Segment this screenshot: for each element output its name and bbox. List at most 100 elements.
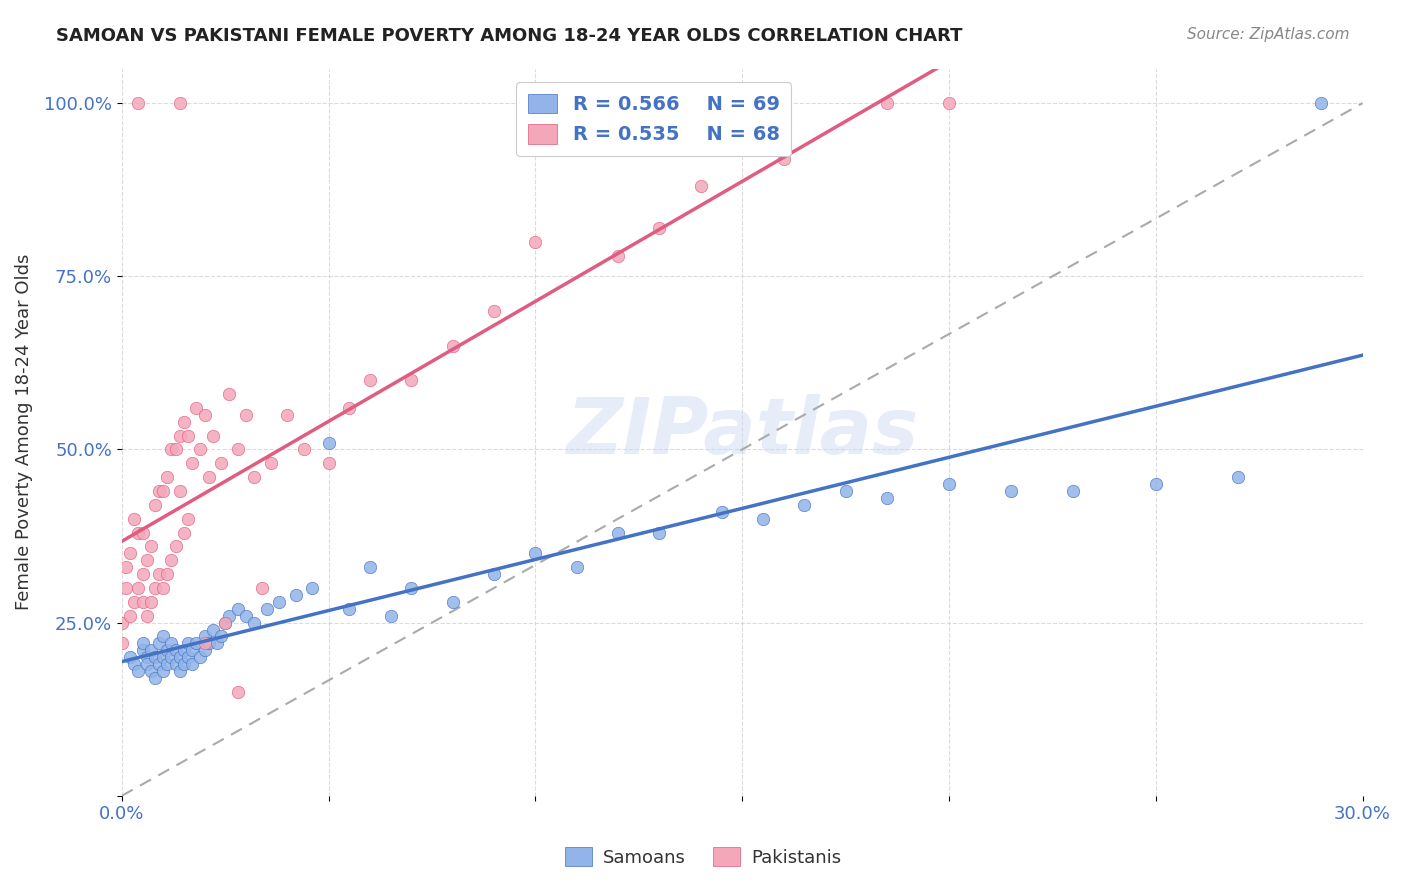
Point [252, 581, 274, 595]
Point [267, 595, 290, 609]
Point [186, 636, 208, 650]
Point [938, 96, 960, 111]
Point [139, 540, 162, 554]
Point [160, 553, 183, 567]
Point [143, 650, 166, 665]
Point [209, 456, 232, 470]
Point [648, 220, 671, 235]
Point [148, 483, 170, 498]
Point [876, 491, 898, 505]
Point [181, 456, 204, 470]
Point [190, 442, 212, 457]
Legend: R = 0.566    N = 69, R = 0.535    N = 68: R = 0.566 N = 69, R = 0.535 N = 68 [516, 82, 792, 156]
Point [165, 540, 187, 554]
Point [169, 96, 191, 111]
Point [177, 636, 200, 650]
Point [135, 608, 157, 623]
Point [148, 567, 170, 582]
Point [143, 581, 166, 595]
Text: ZIPatlas: ZIPatlas [567, 394, 918, 470]
Point [152, 581, 174, 595]
Point [218, 387, 240, 401]
Point [607, 248, 630, 262]
Point [131, 567, 153, 582]
Point [318, 456, 340, 470]
Point [1227, 470, 1250, 484]
Point [165, 643, 187, 657]
Point [201, 428, 224, 442]
Point [139, 643, 162, 657]
Text: Source: ZipAtlas.com: Source: ZipAtlas.com [1187, 27, 1350, 42]
Point [169, 483, 191, 498]
Point [380, 608, 402, 623]
Point [111, 615, 134, 630]
Point [607, 525, 630, 540]
Point [131, 643, 153, 657]
Point [235, 608, 257, 623]
Point [876, 96, 898, 111]
Point [938, 477, 960, 491]
Point [127, 581, 149, 595]
Point [243, 470, 266, 484]
Point [193, 636, 215, 650]
Point [482, 567, 505, 582]
Point [201, 623, 224, 637]
Point [156, 643, 179, 657]
Point [165, 442, 187, 457]
Point [197, 470, 219, 484]
Point [1062, 483, 1084, 498]
Point [401, 581, 423, 595]
Point [401, 373, 423, 387]
Point [143, 498, 166, 512]
Point [337, 401, 360, 415]
Point [524, 546, 547, 560]
Point [260, 456, 283, 470]
Point [292, 442, 315, 457]
Y-axis label: Female Poverty Among 18-24 Year Olds: Female Poverty Among 18-24 Year Olds [15, 254, 32, 610]
Point [834, 483, 856, 498]
Point [214, 615, 236, 630]
Point [772, 152, 794, 166]
Point [160, 442, 183, 457]
Point [156, 657, 179, 672]
Point [111, 636, 134, 650]
Point [115, 560, 138, 574]
Point [120, 650, 142, 665]
Point [337, 601, 360, 615]
Point [169, 650, 191, 665]
Point [165, 657, 187, 672]
Point [177, 512, 200, 526]
Point [710, 505, 733, 519]
Point [441, 338, 464, 352]
Point [156, 567, 179, 582]
Point [256, 601, 278, 615]
Point [181, 643, 204, 657]
Point [120, 608, 142, 623]
Point [226, 442, 249, 457]
Point [181, 657, 204, 672]
Point [218, 608, 240, 623]
Point [226, 685, 249, 699]
Point [148, 636, 170, 650]
Point [131, 636, 153, 650]
Point [190, 650, 212, 665]
Point [193, 643, 215, 657]
Point [127, 96, 149, 111]
Point [173, 657, 195, 672]
Point [173, 525, 195, 540]
Point [226, 601, 249, 615]
Point [689, 179, 711, 194]
Point [301, 581, 323, 595]
Point [139, 595, 162, 609]
Point [1000, 483, 1022, 498]
Point [1144, 477, 1167, 491]
Point [160, 650, 183, 665]
Point [214, 615, 236, 630]
Point [156, 470, 179, 484]
Point [135, 553, 157, 567]
Point [135, 650, 157, 665]
Point [793, 498, 815, 512]
Point [173, 643, 195, 657]
Point [173, 415, 195, 429]
Point [152, 630, 174, 644]
